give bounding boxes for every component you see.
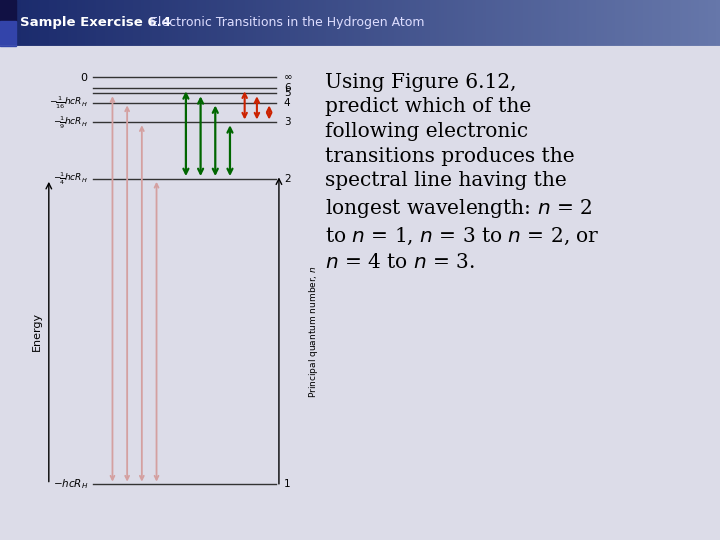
Text: $-\!\frac{1}{9}hcR_H$: $-\!\frac{1}{9}hcR_H$ [53, 114, 88, 131]
Text: Principal quantum number, $n$: Principal quantum number, $n$ [307, 265, 320, 398]
Text: 6: 6 [284, 83, 290, 93]
Text: Energy: Energy [32, 312, 42, 352]
Text: $-\!\frac{1}{4}hcR_H$: $-\!\frac{1}{4}hcR_H$ [53, 171, 88, 187]
Text: 4: 4 [284, 98, 290, 107]
Text: 2: 2 [284, 174, 290, 184]
Bar [0, 21, 16, 46]
Text: 5: 5 [284, 89, 290, 98]
Text: 1: 1 [284, 480, 290, 489]
Text: 3: 3 [284, 117, 290, 127]
Text: ∞: ∞ [284, 72, 292, 82]
Text: $-hcR_H$: $-hcR_H$ [53, 477, 88, 491]
Text: $0$: $0$ [80, 71, 88, 83]
Bar [0, 0, 16, 21]
Text: $-\!\frac{1}{16}hcR_H$: $-\!\frac{1}{16}hcR_H$ [49, 94, 88, 111]
Text: Electronic Transitions in the Hydrogen Atom: Electronic Transitions in the Hydrogen A… [146, 16, 425, 30]
Text: Sample Exercise 6.4: Sample Exercise 6.4 [20, 16, 171, 30]
Text: Using Figure 6.12,
predict which of the
following electronic
transitions produce: Using Figure 6.12, predict which of the … [325, 73, 599, 272]
